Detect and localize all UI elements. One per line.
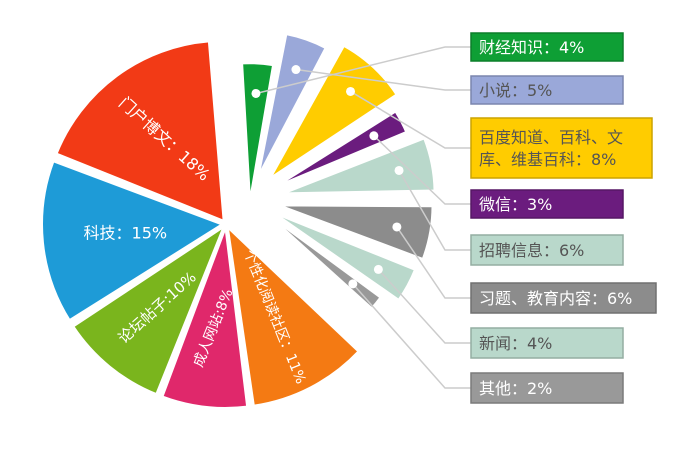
callout-line-2: [295, 68, 471, 91]
callout-line-5: [398, 170, 471, 251]
pie-slice-1: [241, 62, 275, 201]
legend-label-6: 习题、教育内容：6%: [479, 289, 632, 308]
callout-dot-6: [392, 222, 402, 232]
pie-slice-6: [279, 204, 434, 261]
callout-line-8: [352, 283, 471, 389]
pie-slice-5: [282, 137, 436, 195]
callout-dot-7: [373, 264, 383, 274]
callout-legend: 财经知识：4% 小说：5% 百度知道、百科、文库、维基百科：8% 微信：3% 招聘信息：…: [470, 32, 657, 404]
legend-box-5: [470, 234, 624, 266]
callout-dot-2: [291, 65, 301, 75]
callout-line-3: [350, 90, 471, 149]
callout-dot-4: [369, 131, 379, 141]
legend-label-2: 小说：5%: [479, 81, 552, 100]
pie-slice-10: [161, 227, 249, 409]
pie-slice-9: [226, 224, 360, 407]
legend-label-4: 微信：3%: [479, 195, 552, 214]
callout-dot-3: [346, 86, 356, 96]
legend-label-3: 百度知道、百科、文库、维基百科：8%: [479, 128, 623, 169]
legend-box-4: [470, 189, 624, 219]
slice-label-12: 科技：15%: [84, 224, 168, 243]
legend-label-7: 新闻：4%: [479, 334, 552, 353]
legend-box-1: [470, 32, 624, 62]
legend-label-5: 招聘信息：6%: [479, 241, 584, 260]
legend-label-1: 财经知识：4%: [479, 38, 584, 57]
legend-box-3: [470, 117, 653, 179]
callout-line-7: [377, 268, 471, 344]
legend-box-8: [470, 372, 624, 404]
pie-slice-11: [71, 224, 226, 396]
legend-box-7: [470, 327, 624, 359]
callout-line-4: [373, 135, 471, 205]
callout-line-1: [255, 46, 471, 95]
callout-lines: [251, 46, 471, 389]
pie-slices: [41, 32, 436, 409]
pie-slice-13: [55, 40, 225, 223]
pie-slice-12: [41, 160, 225, 322]
pie-slice-7: [274, 212, 417, 302]
legend-box-2: [470, 75, 624, 105]
callout-dot-1: [251, 88, 261, 98]
callout-dot-8: [348, 279, 358, 289]
legend-box-6: [470, 282, 657, 314]
callout-dot-5: [394, 165, 404, 175]
legend-label-8: 其他：2%: [479, 379, 552, 398]
callout-line-6: [396, 226, 471, 299]
pie-slice-2: [257, 32, 327, 176]
